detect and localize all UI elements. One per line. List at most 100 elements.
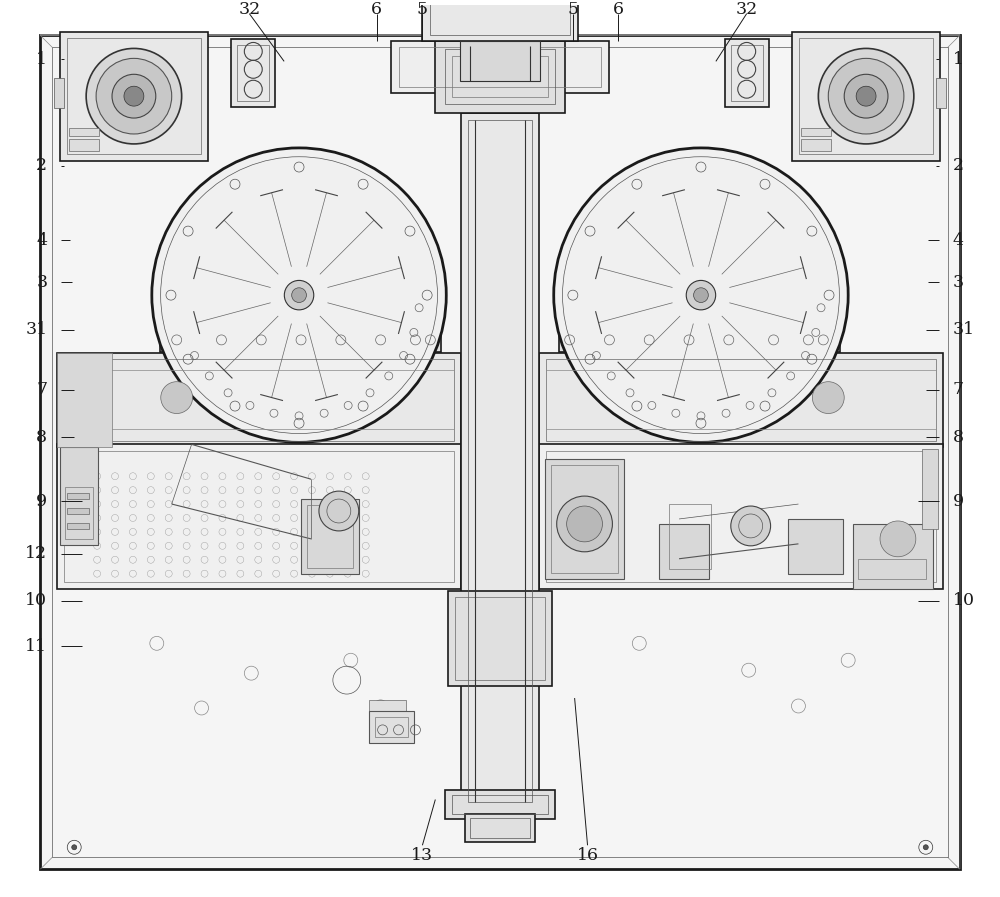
Bar	[546, 451, 936, 581]
Circle shape	[686, 281, 716, 309]
Text: 5: 5	[417, 1, 428, 18]
Circle shape	[161, 382, 193, 414]
Bar	[369, 700, 406, 716]
Text: 5: 5	[567, 1, 578, 18]
Text: 8: 8	[953, 429, 964, 446]
Text: 8: 8	[36, 429, 47, 446]
Text: 7: 7	[36, 381, 47, 398]
Bar	[799, 39, 933, 154]
Circle shape	[880, 521, 916, 557]
Circle shape	[152, 148, 446, 442]
Text: 16: 16	[577, 847, 599, 864]
Bar	[470, 818, 530, 839]
Bar	[65, 487, 93, 539]
Bar	[57, 444, 461, 588]
Circle shape	[923, 845, 928, 849]
Bar	[448, 590, 552, 686]
Bar	[67, 493, 89, 499]
Bar	[731, 46, 763, 101]
Bar	[455, 597, 545, 680]
Text: 10: 10	[25, 592, 47, 609]
Bar	[461, 113, 539, 809]
Bar	[64, 451, 454, 581]
Text: 1: 1	[36, 51, 47, 68]
Bar	[307, 505, 353, 568]
Bar	[465, 814, 535, 842]
Circle shape	[818, 48, 914, 144]
Text: 10: 10	[953, 592, 975, 609]
Bar	[936, 78, 946, 109]
Circle shape	[284, 281, 314, 309]
Text: 1: 1	[953, 51, 964, 68]
Circle shape	[319, 492, 359, 531]
Circle shape	[124, 86, 144, 106]
Circle shape	[694, 288, 708, 302]
Circle shape	[828, 58, 904, 134]
Circle shape	[731, 506, 771, 546]
Bar	[551, 466, 618, 572]
Bar	[435, 41, 565, 113]
Bar	[545, 459, 624, 579]
Text: 3: 3	[953, 274, 964, 291]
Text: 6: 6	[613, 1, 624, 18]
Text: 32: 32	[736, 1, 758, 18]
Bar	[57, 353, 461, 448]
Bar	[792, 31, 940, 161]
Text: 12: 12	[25, 545, 47, 562]
Circle shape	[557, 496, 612, 552]
Bar	[69, 139, 99, 151]
Text: 11: 11	[25, 638, 47, 655]
Bar	[60, 448, 98, 544]
Bar	[67, 523, 89, 529]
Bar	[858, 559, 926, 579]
Bar	[399, 48, 601, 87]
Circle shape	[72, 51, 77, 56]
Bar	[60, 31, 208, 161]
Circle shape	[923, 51, 928, 56]
Bar	[801, 139, 831, 151]
Bar	[301, 499, 359, 574]
Bar	[54, 78, 64, 109]
Bar	[231, 39, 275, 107]
Bar	[67, 39, 201, 154]
Bar	[391, 41, 609, 93]
Text: 2: 2	[953, 157, 964, 174]
Bar	[445, 789, 555, 819]
Text: 3: 3	[36, 274, 47, 291]
Bar	[369, 711, 414, 743]
Circle shape	[554, 148, 848, 442]
Circle shape	[86, 48, 182, 144]
Text: 32: 32	[238, 1, 260, 18]
Bar	[237, 46, 269, 101]
Bar	[160, 327, 441, 352]
Circle shape	[567, 506, 602, 542]
Bar	[539, 444, 943, 588]
Text: 4: 4	[953, 232, 964, 249]
Bar	[460, 41, 540, 82]
Text: 9: 9	[953, 492, 964, 509]
Circle shape	[72, 845, 77, 849]
Text: 7: 7	[953, 381, 964, 398]
Bar	[64, 359, 454, 441]
Bar	[922, 449, 938, 529]
Bar	[422, 0, 578, 41]
Text: 9: 9	[36, 492, 47, 509]
Text: 31: 31	[25, 321, 47, 338]
Circle shape	[96, 58, 172, 134]
Text: 4: 4	[36, 232, 47, 249]
Bar	[539, 353, 943, 448]
Bar	[445, 49, 555, 104]
Bar	[801, 128, 831, 136]
Bar	[57, 353, 112, 448]
Bar	[69, 128, 99, 136]
Bar	[468, 120, 532, 803]
Bar	[67, 508, 89, 514]
Text: 13: 13	[411, 847, 433, 864]
Bar	[559, 327, 840, 352]
Circle shape	[844, 74, 888, 118]
Bar	[669, 504, 711, 569]
Bar	[725, 39, 769, 107]
Circle shape	[812, 382, 844, 414]
Bar	[430, 4, 570, 36]
Bar	[788, 519, 843, 574]
